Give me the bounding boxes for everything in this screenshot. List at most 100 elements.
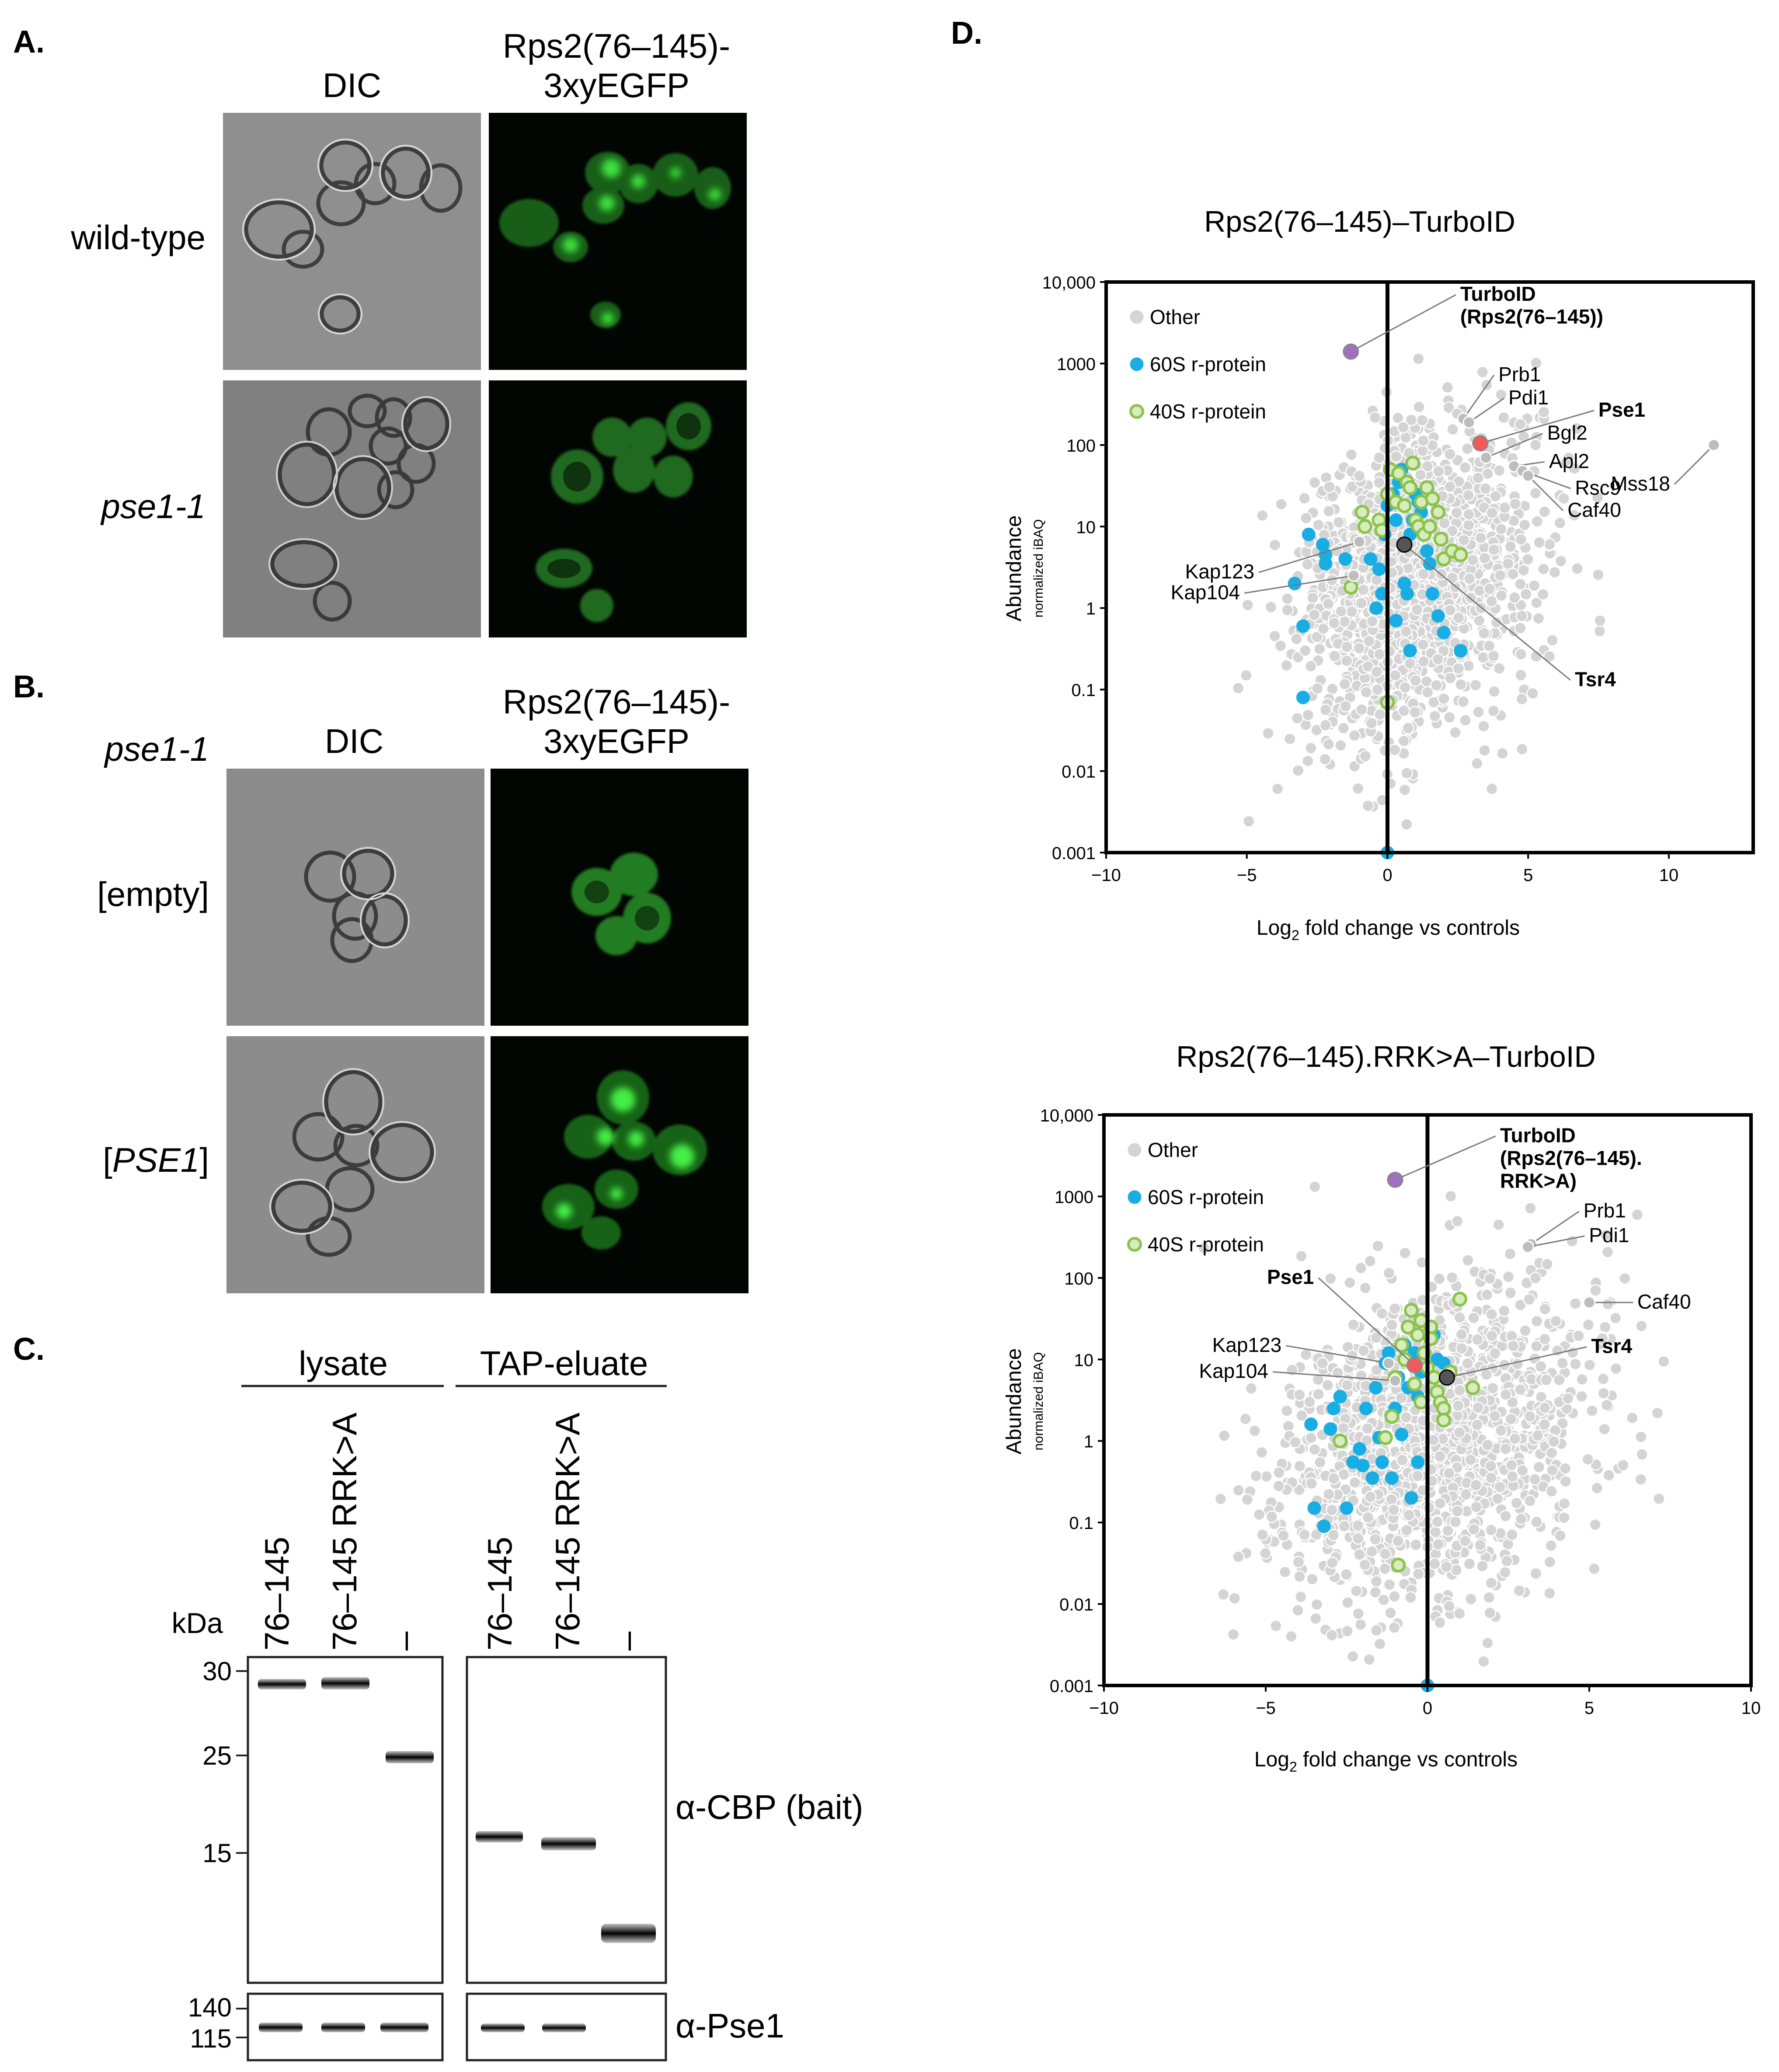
point-40s	[1397, 498, 1412, 513]
point-other	[1397, 735, 1410, 747]
point-40s	[1452, 1292, 1467, 1307]
point-40s	[1402, 480, 1417, 495]
x-tick-label: 5	[1584, 1699, 1594, 1718]
point-other	[1601, 1246, 1614, 1258]
point-other	[1529, 439, 1542, 452]
point-other	[1243, 815, 1255, 828]
point-other	[1707, 439, 1720, 452]
point-other	[1397, 704, 1410, 717]
point-other	[1327, 1472, 1340, 1485]
point-other	[1365, 717, 1378, 730]
point-40s	[1333, 1433, 1348, 1449]
panel-a-row-pse1-1: pse1-1	[101, 487, 206, 526]
point-other	[1493, 464, 1506, 477]
point-other	[1290, 633, 1303, 645]
point-other	[1485, 1577, 1498, 1589]
point-other	[1323, 1488, 1335, 1501]
point-other	[1459, 714, 1472, 727]
point-other	[1262, 727, 1274, 740]
point-other	[1340, 641, 1353, 653]
point-other	[1473, 584, 1486, 597]
point-other	[1553, 516, 1567, 529]
band-cbp-tap-1	[476, 1831, 523, 1842]
y-tick-label: 10	[1076, 518, 1096, 537]
point-other	[1410, 1538, 1422, 1551]
point-other	[1323, 505, 1335, 518]
point-other	[1214, 1493, 1227, 1505]
point-other	[1478, 552, 1491, 564]
point-other	[1516, 743, 1528, 756]
point-other	[1461, 1357, 1474, 1370]
panel-a-gfp-pse1-image	[489, 380, 747, 637]
point-other	[1462, 489, 1475, 502]
point-other	[1434, 1497, 1447, 1510]
point-other	[1451, 1505, 1464, 1518]
panel-a-dic-pse1-image	[223, 380, 481, 637]
point-other	[1392, 1535, 1404, 1547]
point-other	[1514, 648, 1527, 661]
point-40s	[1453, 547, 1468, 562]
point-other	[1293, 1459, 1306, 1473]
point-other	[1506, 1528, 1518, 1541]
x-tick-label: −10	[1091, 866, 1121, 885]
chart1-frame	[1104, 280, 1755, 854]
point-other	[1457, 695, 1470, 708]
point-other	[1414, 468, 1427, 481]
point-other	[1626, 1411, 1639, 1424]
point-other	[1291, 712, 1304, 725]
point-60s	[1356, 1459, 1370, 1473]
chart1-x-ticks: −10 −5 0 5 10	[1091, 853, 1678, 885]
point-other	[1248, 1424, 1261, 1437]
point-other	[1534, 1360, 1547, 1373]
chart2-xlabel: Log2 fold change vs controls	[1254, 1748, 1518, 1775]
point-other	[1651, 1407, 1664, 1420]
legend-swatch	[1128, 1190, 1142, 1204]
point-other	[1463, 1557, 1476, 1570]
point-other	[1597, 1387, 1610, 1400]
point-other	[1311, 630, 1323, 643]
point-other	[1397, 421, 1410, 434]
point-other	[1556, 1357, 1569, 1369]
point-other	[1268, 539, 1281, 551]
point-other	[1277, 1529, 1290, 1542]
annotation-leader	[1530, 1211, 1580, 1245]
x-tick-label: −10	[1089, 1699, 1119, 1718]
point-other	[1545, 1539, 1558, 1552]
point-other	[1596, 1332, 1609, 1345]
point-other	[1438, 692, 1450, 705]
point-other	[1582, 1318, 1595, 1331]
point-other	[1472, 706, 1485, 718]
y-tick-label: 100	[1066, 436, 1096, 456]
point-other	[1526, 687, 1539, 700]
point-40s	[1465, 1380, 1480, 1395]
point-40s	[1433, 532, 1448, 547]
point-other	[1440, 1560, 1453, 1573]
band-pse1-lysate-2	[321, 2023, 365, 2032]
point-other	[1373, 476, 1386, 489]
point-other	[1570, 422, 1584, 435]
annotation-leader	[1447, 1346, 1587, 1379]
point-other	[1461, 442, 1474, 455]
point-other	[1538, 505, 1551, 518]
point-other	[1273, 1466, 1285, 1479]
point-other	[1338, 615, 1351, 628]
point-other	[1388, 743, 1401, 756]
point-40s	[1422, 519, 1437, 534]
chart2-x-ticks: −10 −5 0 5 10	[1089, 1685, 1761, 1718]
point-other	[1477, 1655, 1490, 1668]
point-other	[1400, 431, 1412, 444]
point-other	[1337, 1422, 1350, 1435]
annotation-leader	[1351, 294, 1456, 352]
point-other	[1539, 1401, 1551, 1414]
point-other	[1344, 1276, 1356, 1289]
annotation-label: Tsr4	[1575, 668, 1616, 691]
annotation-leader	[1486, 433, 1543, 459]
point-other	[1489, 1410, 1501, 1422]
y-tick-label: 1000	[1055, 1187, 1093, 1207]
point-60s	[1404, 1491, 1418, 1505]
point-other	[1516, 1464, 1529, 1477]
point-60s	[1338, 552, 1352, 566]
point-other	[1459, 1488, 1473, 1501]
point-other	[1312, 1388, 1325, 1401]
point-other	[1485, 1471, 1497, 1484]
